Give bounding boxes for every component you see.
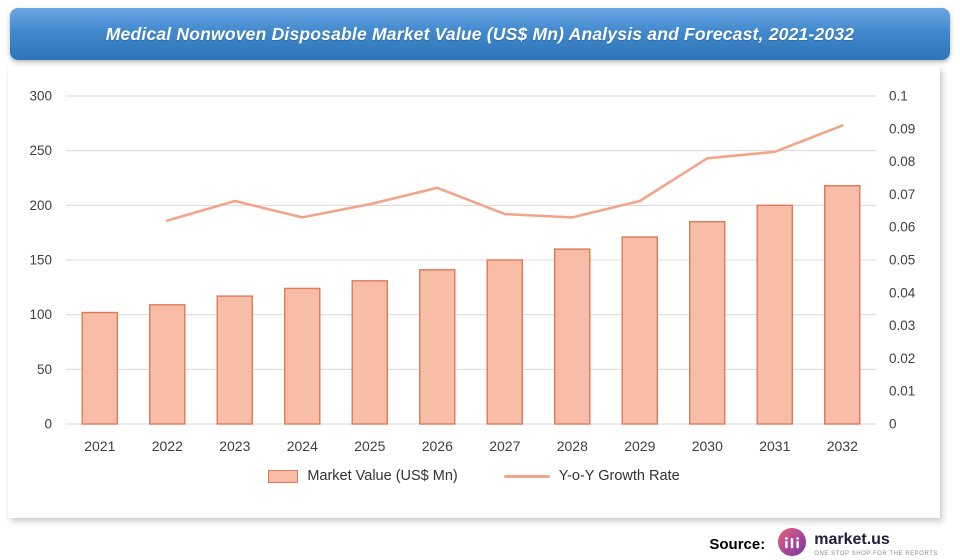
right-axis-tick: 0.01 bbox=[889, 384, 915, 399]
chart-title-bar: Medical Nonwoven Disposable Market Value… bbox=[10, 8, 950, 60]
brand-name: market.us bbox=[814, 530, 890, 548]
left-axis-tick: 200 bbox=[29, 198, 52, 213]
brand-tagline: ONE STOP SHOP FOR THE REPORTS bbox=[814, 550, 938, 557]
bar-2024 bbox=[284, 287, 321, 425]
legend-item-market-value: Market Value (US$ Mn) bbox=[268, 468, 458, 484]
legend-label-growth-rate: Y-o-Y Growth Rate bbox=[558, 468, 680, 484]
bar-swatch-icon bbox=[268, 469, 299, 483]
x-axis-label: 2022 bbox=[152, 438, 183, 454]
bar-2027 bbox=[486, 259, 524, 425]
right-axis-tick: 0.02 bbox=[889, 351, 915, 366]
legend-label-market-value: Market Value (US$ Mn) bbox=[307, 468, 458, 484]
brand-text: market.us ONE STOP SHOP FOR THE REPORTS bbox=[814, 530, 938, 557]
right-axis-tick: 0.04 bbox=[889, 285, 916, 300]
x-axis-label: 2023 bbox=[219, 438, 250, 454]
x-axis-label: 2024 bbox=[287, 438, 318, 454]
page-title: Medical Nonwoven Disposable Market Value… bbox=[105, 23, 855, 44]
right-axis-tick: 0.07 bbox=[889, 187, 915, 202]
bar-2023 bbox=[216, 295, 253, 425]
right-axis-tick: 0.1 bbox=[889, 89, 908, 104]
bar-2030 bbox=[689, 220, 726, 425]
growth-rate-line bbox=[166, 124, 844, 222]
marketus-logo: market.us ONE STOP SHOP FOR THE REPORTS bbox=[777, 527, 938, 560]
right-axis-tick: 0.05 bbox=[889, 253, 915, 268]
bar-2032 bbox=[824, 184, 861, 425]
x-axis-label: 2027 bbox=[489, 438, 520, 454]
bar-2028 bbox=[554, 248, 591, 425]
right-axis-tick: 0.06 bbox=[889, 220, 915, 235]
chart-legend: Market Value (US$ Mn) Y-o-Y Growth Rate bbox=[8, 468, 940, 484]
left-axis-tick: 0 bbox=[44, 417, 52, 432]
bar-2021 bbox=[81, 311, 118, 425]
source-label: Source: bbox=[709, 536, 766, 553]
x-axis-label: 2031 bbox=[759, 438, 790, 454]
x-axis-label: 2021 bbox=[84, 438, 115, 454]
left-axis-tick: 150 bbox=[29, 253, 52, 268]
bar-2025 bbox=[351, 280, 389, 425]
left-axis-tick: 100 bbox=[29, 307, 52, 322]
right-axis-tick: 0 bbox=[889, 417, 897, 432]
x-axis-label: 2025 bbox=[354, 438, 385, 454]
right-axis-tick: 0.03 bbox=[889, 318, 915, 333]
right-axis-tick: 0.08 bbox=[889, 154, 915, 169]
bar-2022 bbox=[148, 304, 186, 425]
bar-2029 bbox=[621, 236, 659, 425]
right-axis-tick: 0.09 bbox=[889, 121, 915, 136]
bar-2026 bbox=[419, 269, 456, 425]
x-axis-label: 2029 bbox=[624, 438, 655, 454]
line-swatch-icon bbox=[503, 474, 550, 478]
legend-item-growth-rate: Y-o-Y Growth Rate bbox=[503, 468, 680, 484]
left-axis-tick: 300 bbox=[29, 89, 52, 104]
left-axis-tick: 250 bbox=[29, 143, 52, 158]
combo-chart: 0 50 100 150 200 250 300 0 0.01 0.02 0.03 0.04 0.05 0… bbox=[29, 89, 916, 455]
bar-2031 bbox=[756, 204, 794, 425]
x-axis-label: 2030 bbox=[692, 438, 723, 454]
left-axis-tick: 50 bbox=[37, 362, 52, 377]
x-axis-label: 2028 bbox=[557, 438, 588, 454]
x-axis-label: 2032 bbox=[827, 438, 858, 454]
marketus-logo-icon bbox=[777, 527, 807, 560]
chart-card: 0 50 100 150 200 250 300 0 0.01 0.02 0.03 0.04 0.05 0… bbox=[8, 66, 940, 518]
source-row: Source: bbox=[709, 527, 938, 560]
x-axis-label: 2026 bbox=[422, 438, 453, 454]
